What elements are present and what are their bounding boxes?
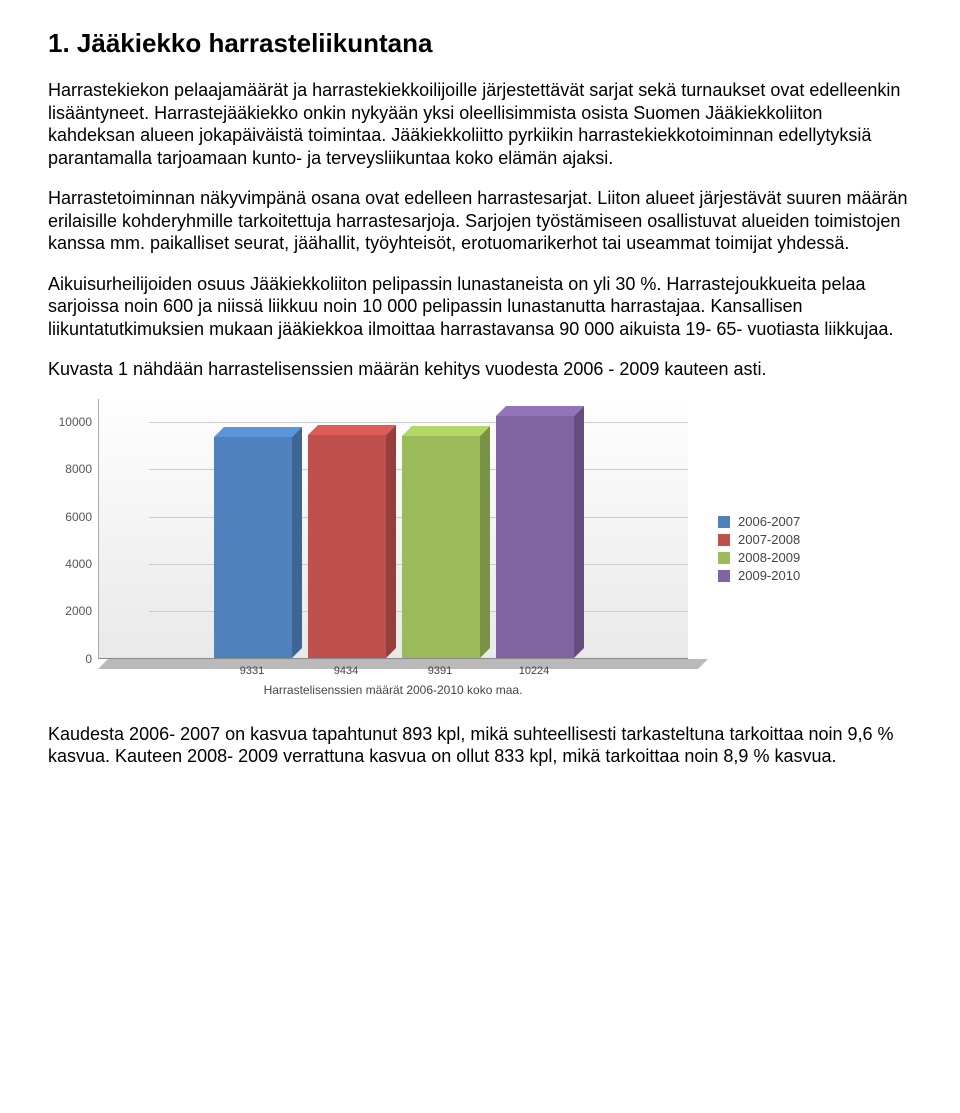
chart-legend-item: 2009-2010 xyxy=(718,568,800,583)
license-count-chart: 0 2000 4000 6000 8000 10000 9331 9434 9391 10224… xyxy=(48,399,908,699)
chart-bar-side xyxy=(292,427,302,658)
chart-bar-side xyxy=(386,425,396,658)
chart-bar xyxy=(308,435,386,658)
chart-x-labels: 9331 9434 9391 10224 xyxy=(98,665,688,677)
chart-bar-side xyxy=(574,406,584,658)
chart-y-tick-label: 0 xyxy=(85,652,92,666)
body-paragraph: Harrastekiekon pelaajamäärät ja harraste… xyxy=(48,79,912,169)
body-paragraph: Aikuisurheilijoiden osuus Jääkiekkoliito… xyxy=(48,273,912,341)
chart-legend-item: 2008-2009 xyxy=(718,550,800,565)
chart-legend-swatch xyxy=(718,552,730,564)
chart-bar-front xyxy=(496,416,574,658)
chart-bar xyxy=(496,416,574,658)
chart-bar-top xyxy=(402,426,490,436)
chart-y-tick-label: 4000 xyxy=(65,557,92,571)
chart-y-tick-label: 8000 xyxy=(65,462,92,476)
chart-legend: 2006-2007 2007-2008 2008-2009 2009-2010 xyxy=(718,511,800,586)
chart-y-tick-label: 2000 xyxy=(65,604,92,618)
chart-bars-group xyxy=(99,399,688,658)
chart-legend-swatch xyxy=(718,516,730,528)
chart-bar-side xyxy=(480,426,490,658)
chart-bar-front xyxy=(214,437,292,658)
chart-legend-label: 2006-2007 xyxy=(738,514,800,529)
chart-legend-item: 2007-2008 xyxy=(718,532,800,547)
chart-x-value-label: 9434 xyxy=(307,665,385,677)
chart-plot-area: 0 2000 4000 6000 8000 10000 9331 9434 9391 10224… xyxy=(48,399,688,699)
chart-y-tick-label: 6000 xyxy=(65,510,92,524)
chart-bar-front xyxy=(402,436,480,658)
chart-bar-top xyxy=(214,427,302,437)
chart-bar xyxy=(402,436,480,658)
chart-bar-top xyxy=(308,425,396,435)
chart-y-axis: 0200040006000800010000 xyxy=(48,399,98,659)
body-paragraph: Harrastetoiminnan näkyvimpänä osana ovat… xyxy=(48,187,912,255)
chart-legend-item: 2006-2007 xyxy=(718,514,800,529)
chart-bar-front xyxy=(308,435,386,658)
chart-legend-swatch xyxy=(718,534,730,546)
body-paragraph: Kaudesta 2006- 2007 on kasvua tapahtunut… xyxy=(48,723,912,768)
chart-legend-label: 2007-2008 xyxy=(738,532,800,547)
body-paragraph: Kuvasta 1 nähdään harrastelisenssien mää… xyxy=(48,358,912,381)
chart-bar-top xyxy=(496,406,584,416)
chart-legend-swatch xyxy=(718,570,730,582)
chart-x-value-label: 10224 xyxy=(495,665,573,677)
chart-y-tick-label: 10000 xyxy=(59,415,92,429)
chart-legend-label: 2009-2010 xyxy=(738,568,800,583)
page-title: 1. Jääkiekko harrasteliikuntana xyxy=(48,28,912,59)
chart-legend-label: 2008-2009 xyxy=(738,550,800,565)
chart-inner xyxy=(98,399,688,659)
chart-x-value-label: 9391 xyxy=(401,665,479,677)
chart-bar xyxy=(214,437,292,658)
chart-x-title: Harrastelisenssien määrät 2006-2010 koko… xyxy=(98,683,688,697)
chart-x-value-label: 9331 xyxy=(213,665,291,677)
